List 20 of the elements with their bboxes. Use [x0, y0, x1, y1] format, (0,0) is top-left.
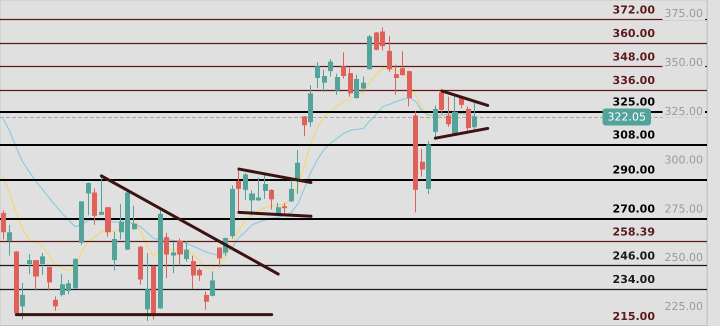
ref-line-label: 308.00: [612, 128, 656, 142]
y-tick-label: 275.00: [664, 202, 703, 216]
y-tick-label: 325.00: [664, 104, 703, 118]
ref-line-label: 336.00: [612, 74, 656, 87]
ref-line-label: 325.00: [612, 95, 656, 108]
ref-line-label: 348.00: [612, 50, 656, 64]
ref-line-label: 372.00: [612, 4, 656, 17]
ref-line-label: 215.00: [612, 310, 656, 323]
y-tick-label: 250.00: [664, 251, 703, 264]
y-tick-label: 350.00: [664, 56, 703, 69]
ref-line-label: 270.00: [612, 202, 656, 216]
ref-line-label: 360.00: [612, 26, 656, 40]
ref-line-label: 322.05: [608, 110, 646, 124]
ref-line-label: 246.00: [612, 249, 656, 262]
y-tick-label: 375.00: [664, 7, 703, 20]
ref-line-label: 234.00: [612, 272, 656, 286]
y-tick-label: 225.00: [664, 300, 703, 313]
ref-line-label: 290.00: [612, 164, 656, 177]
ref-line-label: 258.39: [612, 225, 655, 238]
y-tick-label: 300.00: [664, 154, 703, 167]
